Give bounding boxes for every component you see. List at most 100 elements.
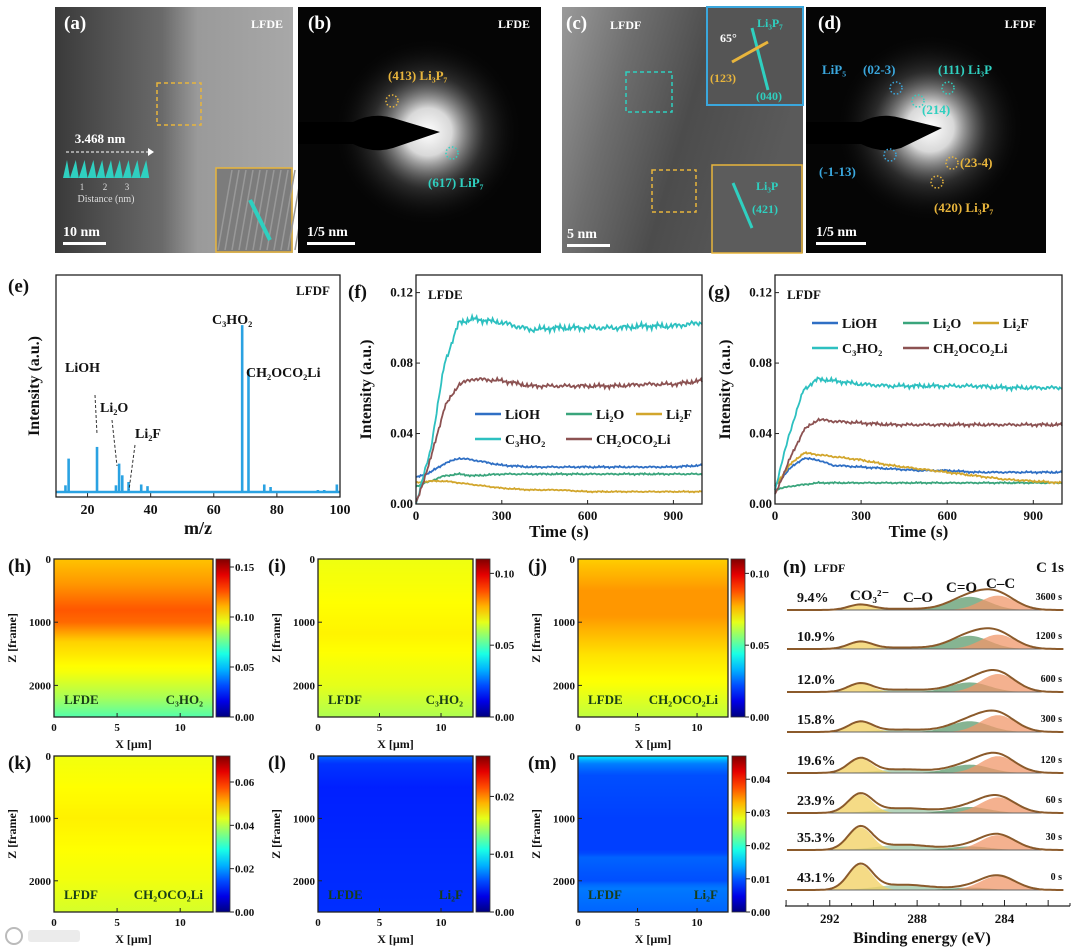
xps-time-label: 3600 s <box>1036 592 1063 603</box>
lattice-fringe <box>217 169 233 251</box>
x-tick-label: 0 <box>315 722 321 734</box>
phase-label: Li₃P₇ <box>757 16 783 30</box>
x-tick-label: 5 <box>377 722 383 734</box>
x-tick-label: 284 <box>995 911 1015 926</box>
sample-label: LFDE <box>251 17 283 31</box>
profile-tick: 3 <box>125 182 130 192</box>
xps-percent-label: 10.9% <box>797 630 836 645</box>
colorbar-tick-label: 0.00 <box>750 712 770 724</box>
arrow-head <box>148 148 154 156</box>
xps-time-label: 300 s <box>1041 714 1063 725</box>
xps-time-label: 600 s <box>1041 674 1063 685</box>
y-tick-label: 1000 <box>293 813 316 825</box>
xps-envelope <box>787 824 1064 851</box>
heatmap-sample-label: LFDE <box>328 887 363 902</box>
peak-annotation: LiOH <box>65 361 100 376</box>
x-tick-label: 900 <box>664 508 684 523</box>
xps-time-label: 120 s <box>1041 755 1063 766</box>
y-tick-label: 2000 <box>553 680 576 692</box>
colorbar-tick-label: 0.01 <box>495 849 514 861</box>
x-tick-label: 0 <box>575 722 581 734</box>
scale-bar <box>63 242 106 245</box>
y-tick-label: 2000 <box>293 680 316 692</box>
legend-label: Li₂O <box>933 317 961 332</box>
x-tick-label: 600 <box>937 508 957 523</box>
heatmap-image <box>578 756 728 912</box>
x-tick-label: 5 <box>114 917 120 929</box>
y-tick-label: 0.00 <box>749 496 772 511</box>
colorbar-tick-label: 0.10 <box>495 568 515 580</box>
legend-label: Li₂O <box>596 408 624 423</box>
scale-bar <box>307 242 355 245</box>
colorbar <box>215 558 231 718</box>
y-tick-label: 2000 <box>29 876 52 888</box>
peak-annotation: Li₂F <box>135 427 161 442</box>
chart-title: LFDF <box>296 283 330 298</box>
diffraction-spot-marker <box>445 146 459 160</box>
colorbar-tick-label: 0.00 <box>235 712 255 724</box>
annotation-arrow <box>94 394 98 435</box>
spot-label: (02-3) <box>863 62 896 77</box>
colorbar-tick-label: 0.10 <box>750 568 770 580</box>
colorbar-tick-label: 0.05 <box>750 640 770 652</box>
x-tick-label: 80 <box>270 503 284 518</box>
series-line-LiOH <box>415 456 703 479</box>
series-line-LiOH <box>774 456 1063 487</box>
diffraction-spot-marker <box>941 81 955 95</box>
scale-bar-label: 10 nm <box>63 225 100 240</box>
y-axis-label: Z [frame] <box>269 613 283 663</box>
x-tick-label: 300 <box>851 508 871 523</box>
x-tick-label: 10 <box>692 917 704 929</box>
series-line-CH2OCO2Li <box>415 375 703 503</box>
profile-tick: 2 <box>103 182 108 192</box>
legend-label: Li₂F <box>666 408 692 423</box>
hrtem-inset-2 <box>711 164 803 254</box>
y-axis-label: Intensity (a.u.) <box>26 336 43 436</box>
x-tick-label: 300 <box>492 508 512 523</box>
heatmap-sample-label: LFDF <box>588 887 622 902</box>
legend-label: CH₂OCO₂Li <box>596 433 671 448</box>
panel-label-c: (c) <box>566 13 587 34</box>
series-line-Li2O <box>774 480 1063 491</box>
heatmap-sample-label: LFDE <box>588 692 623 707</box>
xps-time-label: 1200 s <box>1036 631 1063 642</box>
annotation-arrow <box>111 419 118 467</box>
x-tick-label: 5 <box>114 722 120 734</box>
panel-label: (h) <box>8 556 31 577</box>
beam-stopper <box>298 115 440 151</box>
diffraction-spot-marker <box>945 156 959 170</box>
y-axis-label: Intensity (a.u.) <box>358 339 375 439</box>
angle-label: 65° <box>720 31 737 45</box>
x-tick-label: 100 <box>330 503 351 518</box>
xps-percent-label: 35.3% <box>797 831 836 846</box>
series-line-Li2F <box>415 479 702 494</box>
heatmap-image <box>318 756 473 912</box>
colorbar <box>730 558 746 718</box>
colorbar-tick-label: 0.05 <box>495 640 515 652</box>
watermark-logo <box>28 930 80 942</box>
xps-component-peak <box>803 756 1042 773</box>
x-tick-label: 292 <box>820 911 840 926</box>
fringe-marker <box>750 27 770 91</box>
xps-component-peak <box>803 876 1042 890</box>
xps-component-peak <box>803 794 1042 813</box>
xps-percent-label: 15.8% <box>797 713 836 728</box>
xps-component-peak <box>803 721 1042 732</box>
colorbar-tick-label: 0.06 <box>235 777 255 789</box>
heatmap-image <box>54 756 213 912</box>
legend-label: LiOH <box>505 408 540 423</box>
diffraction-spot-marker <box>889 81 903 95</box>
spot-label: (23-4) <box>960 155 993 170</box>
xps-percent-label: 43.1% <box>797 871 836 886</box>
fringe-marker <box>731 40 769 64</box>
panel-label-e: (e) <box>8 276 29 297</box>
x-tick-label: 40 <box>144 503 158 518</box>
xps-component-peak <box>803 827 1042 850</box>
x-tick-label: 10 <box>692 722 704 734</box>
plot-frame <box>53 558 214 718</box>
panel-label: (j) <box>528 556 547 577</box>
x-tick-label: 10 <box>436 722 448 734</box>
panel-label-d: (d) <box>818 13 841 34</box>
xps-percent-label: 9.4% <box>797 591 829 606</box>
